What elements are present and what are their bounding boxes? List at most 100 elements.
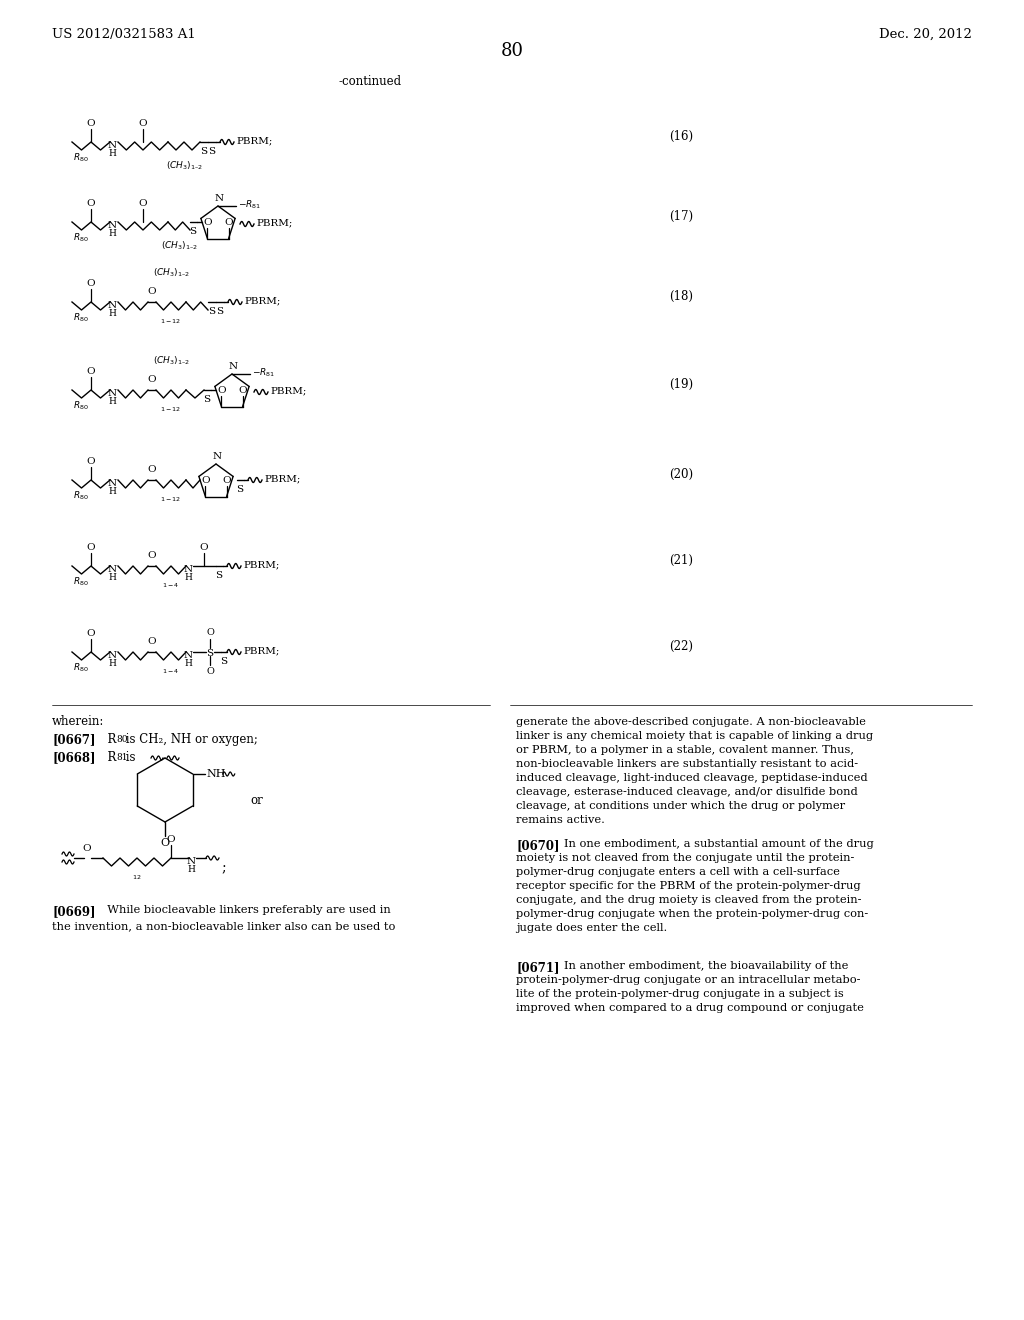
Text: $(CH_3)_{1–2}$: $(CH_3)_{1–2}$	[153, 267, 189, 279]
Text: S: S	[204, 395, 211, 404]
Text: -continued: -continued	[339, 75, 401, 88]
Text: O: O	[222, 475, 230, 484]
Text: O: O	[167, 836, 175, 843]
Text: Dec. 20, 2012: Dec. 20, 2012	[880, 28, 972, 41]
Text: $R_{80}$: $R_{80}$	[73, 232, 89, 244]
Text: O: O	[161, 838, 170, 847]
Text: O: O	[224, 218, 232, 227]
Text: N: N	[183, 651, 193, 660]
Text: N: N	[183, 565, 193, 573]
Text: (19): (19)	[669, 378, 693, 391]
Text: NH: NH	[207, 770, 226, 779]
Text: While biocleavable linkers preferably are used in: While biocleavable linkers preferably ar…	[100, 906, 391, 915]
Text: N: N	[212, 451, 221, 461]
Text: protein-polymer-drug conjugate or an intracellular metabo-: protein-polymer-drug conjugate or an int…	[516, 975, 860, 985]
Text: N: N	[108, 140, 117, 149]
Text: O: O	[203, 218, 212, 227]
Text: is: is	[122, 751, 135, 764]
Text: (16): (16)	[669, 129, 693, 143]
Text: H: H	[187, 865, 195, 874]
Text: O: O	[87, 543, 95, 552]
Text: H: H	[109, 228, 116, 238]
Text: lite of the protein-polymer-drug conjugate in a subject is: lite of the protein-polymer-drug conjuga…	[516, 989, 844, 999]
Text: H: H	[109, 659, 116, 668]
Text: O: O	[138, 119, 147, 128]
Text: O: O	[206, 667, 214, 676]
Text: $R_{80}$: $R_{80}$	[73, 152, 89, 165]
Text: H: H	[184, 573, 191, 582]
Text: [0667]: [0667]	[52, 733, 95, 746]
Text: H: H	[109, 149, 116, 157]
Text: O: O	[83, 843, 91, 853]
Text: H: H	[109, 309, 116, 318]
Text: N: N	[186, 857, 196, 866]
Text: O: O	[138, 199, 147, 209]
Text: or PBRM, to a polymer in a stable, covalent manner. Thus,: or PBRM, to a polymer in a stable, coval…	[516, 744, 854, 755]
Text: O: O	[217, 385, 225, 395]
Text: 80: 80	[501, 42, 523, 59]
Text: PBRM;: PBRM;	[270, 387, 306, 396]
Text: N: N	[228, 362, 238, 371]
Text: In another embodiment, the bioavailability of the: In another embodiment, the bioavailabili…	[564, 961, 848, 972]
Text: S: S	[209, 147, 216, 156]
Text: N: N	[108, 479, 117, 487]
Text: PBRM;: PBRM;	[256, 219, 293, 227]
Text: N: N	[214, 194, 223, 203]
Text: N: N	[108, 388, 117, 397]
Text: N: N	[108, 651, 117, 660]
Text: polymer-drug conjugate when the protein-polymer-drug con-: polymer-drug conjugate when the protein-…	[516, 909, 868, 919]
Text: $-R_{81}$: $-R_{81}$	[238, 199, 261, 211]
Text: 81: 81	[116, 752, 128, 762]
Text: O: O	[87, 199, 95, 209]
Text: O: O	[87, 630, 95, 638]
Text: [0668]: [0668]	[52, 751, 95, 764]
Text: H: H	[109, 396, 116, 405]
Text: linker is any chemical moiety that is capable of linking a drug: linker is any chemical moiety that is ca…	[516, 731, 873, 741]
Text: S: S	[201, 147, 208, 156]
Text: [0671]: [0671]	[516, 961, 559, 974]
Text: PBRM;: PBRM;	[243, 647, 280, 656]
Text: non-biocleavable linkers are substantially resistant to acid-: non-biocleavable linkers are substantial…	[516, 759, 858, 770]
Text: ;: ;	[221, 861, 225, 875]
Text: the invention, a non-biocleavable linker also can be used to: the invention, a non-biocleavable linker…	[52, 921, 395, 931]
Text: H: H	[184, 659, 191, 668]
Text: (18): (18)	[669, 289, 693, 302]
Text: polymer-drug conjugate enters a cell with a cell-surface: polymer-drug conjugate enters a cell wit…	[516, 867, 840, 876]
Text: receptor specific for the PBRM of the protein-polymer-drug: receptor specific for the PBRM of the pr…	[516, 880, 860, 891]
Text: O: O	[87, 457, 95, 466]
Text: O: O	[200, 543, 208, 552]
Text: O: O	[147, 286, 157, 296]
Text: R: R	[100, 733, 117, 746]
Text: remains active.: remains active.	[516, 814, 605, 825]
Text: (20): (20)	[669, 467, 693, 480]
Text: $_{1-12}$: $_{1-12}$	[161, 317, 181, 326]
Text: N: N	[108, 565, 117, 573]
Text: S: S	[215, 570, 222, 579]
Text: PBRM;: PBRM;	[243, 561, 280, 569]
Text: O: O	[147, 375, 157, 384]
Text: (21): (21)	[669, 553, 693, 566]
Text: $R_{80}$: $R_{80}$	[73, 663, 89, 675]
Text: $(CH_3)_{1–2}$: $(CH_3)_{1–2}$	[166, 160, 203, 173]
Text: N: N	[108, 301, 117, 309]
Text: $_{1-4}$: $_{1-4}$	[162, 581, 180, 590]
Text: O: O	[87, 279, 95, 288]
Text: S: S	[189, 227, 197, 235]
Text: cleavage, at conditions under which the drug or polymer: cleavage, at conditions under which the …	[516, 801, 845, 810]
Text: O: O	[147, 465, 157, 474]
Text: $_{1-12}$: $_{1-12}$	[161, 405, 181, 414]
Text: O: O	[206, 628, 214, 638]
Text: (22): (22)	[669, 639, 693, 652]
Text: S: S	[207, 648, 214, 657]
Text: $(CH_3)_{1–2}$: $(CH_3)_{1–2}$	[153, 355, 189, 367]
Text: S: S	[220, 656, 227, 665]
Text: O: O	[201, 475, 210, 484]
Text: S: S	[216, 306, 223, 315]
Text: In one embodiment, a substantial amount of the drug: In one embodiment, a substantial amount …	[564, 840, 873, 849]
Text: H: H	[109, 487, 116, 495]
Text: $_{1-12}$: $_{1-12}$	[161, 495, 181, 504]
Text: is CH₂, NH or oxygen;: is CH₂, NH or oxygen;	[122, 733, 258, 746]
Text: improved when compared to a drug compound or conjugate: improved when compared to a drug compoun…	[516, 1003, 864, 1012]
Text: 80: 80	[116, 735, 128, 744]
Text: conjugate, and the drug moiety is cleaved from the protein-: conjugate, and the drug moiety is cleave…	[516, 895, 861, 906]
